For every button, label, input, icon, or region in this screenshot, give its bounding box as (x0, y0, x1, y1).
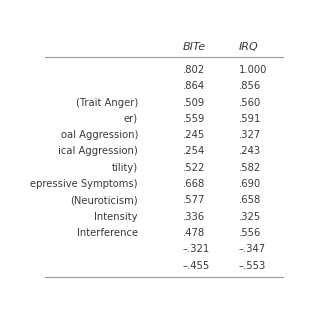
Text: .243: .243 (238, 147, 260, 156)
Text: .582: .582 (238, 163, 261, 173)
Text: oal Aggression): oal Aggression) (60, 130, 138, 140)
Text: .802: .802 (183, 65, 205, 75)
Text: .245: .245 (183, 130, 205, 140)
Text: –.321: –.321 (183, 244, 210, 254)
Text: .327: .327 (238, 130, 261, 140)
Text: .336: .336 (183, 212, 205, 222)
Text: .522: .522 (183, 163, 205, 173)
Text: er): er) (124, 114, 138, 124)
Text: 1.000: 1.000 (238, 65, 267, 75)
Text: .556: .556 (238, 228, 261, 238)
Text: .560: .560 (238, 98, 261, 108)
Text: IRQ: IRQ (238, 42, 258, 52)
Text: .864: .864 (183, 81, 205, 91)
Text: .478: .478 (183, 228, 205, 238)
Text: .254: .254 (183, 147, 205, 156)
Text: .577: .577 (183, 196, 205, 205)
Text: .690: .690 (238, 179, 261, 189)
Text: BITe: BITe (183, 42, 206, 52)
Text: Intensity: Intensity (94, 212, 138, 222)
Text: –.553: –.553 (238, 260, 266, 271)
Text: .856: .856 (238, 81, 261, 91)
Text: –.455: –.455 (183, 260, 210, 271)
Text: ical Aggression): ical Aggression) (58, 147, 138, 156)
Text: .509: .509 (183, 98, 205, 108)
Text: epressive Symptoms): epressive Symptoms) (30, 179, 138, 189)
Text: .325: .325 (238, 212, 261, 222)
Text: .668: .668 (183, 179, 205, 189)
Text: Interference: Interference (77, 228, 138, 238)
Text: .591: .591 (238, 114, 261, 124)
Text: .559: .559 (183, 114, 205, 124)
Text: tility): tility) (112, 163, 138, 173)
Text: .658: .658 (238, 196, 261, 205)
Text: (Trait Anger): (Trait Anger) (76, 98, 138, 108)
Text: –.347: –.347 (238, 244, 266, 254)
Text: (Neuroticism): (Neuroticism) (70, 196, 138, 205)
